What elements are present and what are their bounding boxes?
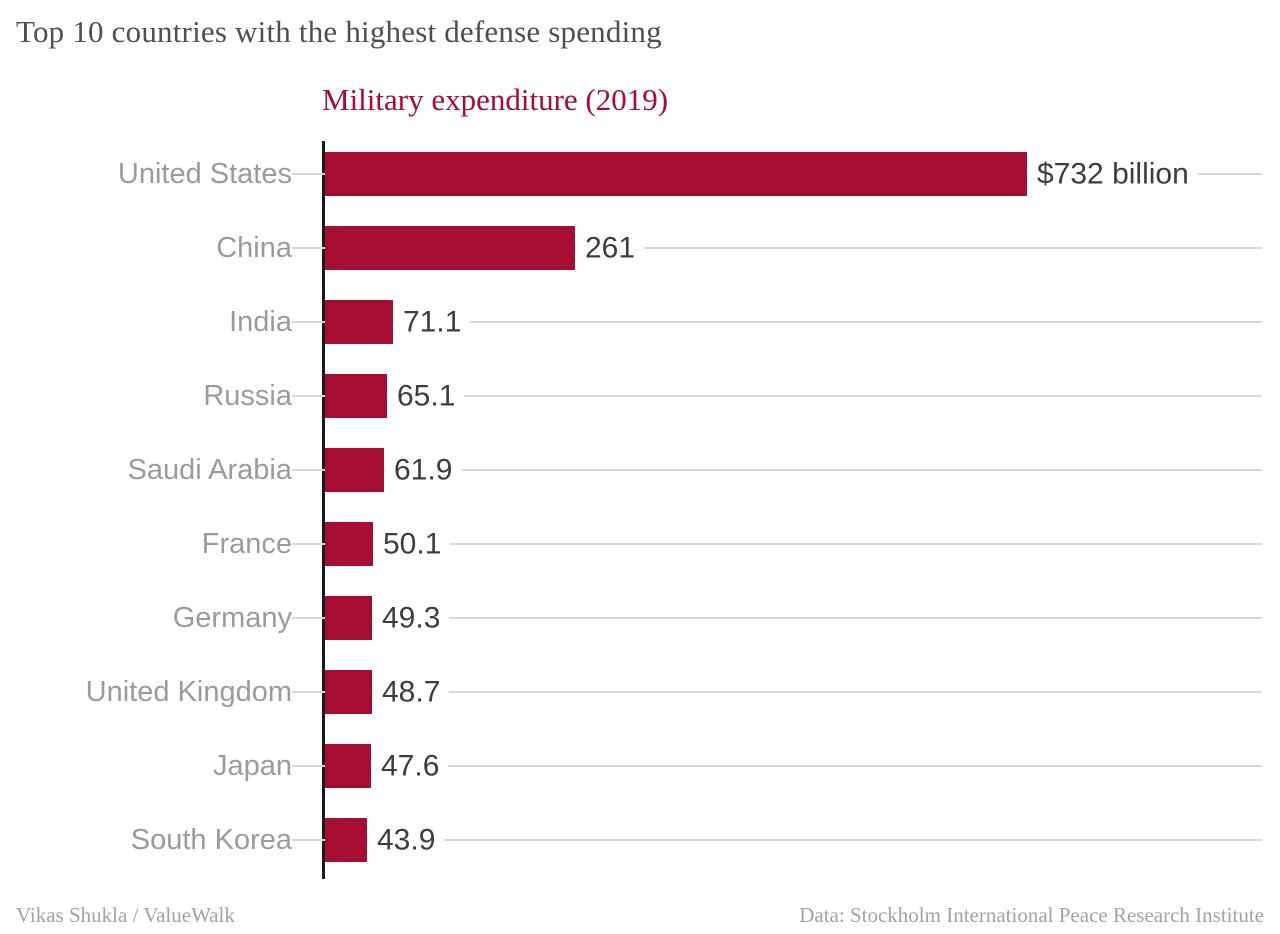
value-label: 65.1 bbox=[388, 377, 465, 415]
bar bbox=[325, 226, 575, 270]
row-gridline bbox=[292, 321, 1262, 323]
bar-row: France 50.1 bbox=[0, 507, 1262, 581]
bar-row: United Kingdom 48.7 bbox=[0, 655, 1262, 729]
bar bbox=[325, 596, 372, 640]
country-label: South Korea bbox=[130, 823, 292, 856]
plot-cell: 50.1 bbox=[292, 507, 1262, 581]
value-label: 47.6 bbox=[372, 747, 449, 785]
bar bbox=[325, 744, 371, 788]
country-label: Russia bbox=[203, 379, 292, 412]
bar-row: Germany 49.3 bbox=[0, 581, 1262, 655]
value-label: 71.1 bbox=[394, 303, 471, 341]
footer-credit: Vikas Shukla / ValueWalk bbox=[16, 903, 235, 927]
footer-source: Data: Stockholm International Peace Rese… bbox=[799, 903, 1264, 927]
plot-cell: 43.9 bbox=[292, 803, 1262, 877]
value-label: 49.3 bbox=[373, 599, 450, 637]
row-gridline bbox=[292, 691, 1262, 693]
bar bbox=[325, 300, 393, 344]
row-gridline bbox=[292, 395, 1262, 397]
value-label: 43.9 bbox=[368, 821, 445, 859]
country-label: India bbox=[229, 305, 292, 338]
plot-cell: 65.1 bbox=[292, 359, 1262, 433]
value-label: 48.7 bbox=[373, 673, 450, 711]
bar bbox=[325, 522, 373, 566]
row-gridline bbox=[292, 247, 1262, 249]
plot-cell: 48.7 bbox=[292, 655, 1262, 729]
bar bbox=[325, 670, 372, 714]
row-gridline bbox=[292, 765, 1262, 767]
bar bbox=[325, 152, 1027, 196]
plot-cell: 261 bbox=[292, 211, 1262, 285]
bar-chart: United States $732 billion China 261 India 71… bbox=[0, 137, 1262, 879]
bar-row: South Korea 43.9 bbox=[0, 803, 1262, 877]
country-label: Japan bbox=[212, 749, 292, 782]
plot-cell: 49.3 bbox=[292, 581, 1262, 655]
bar bbox=[325, 374, 387, 418]
chart-footer: Vikas Shukla / ValueWalk Data: Stockholm… bbox=[0, 903, 1280, 928]
bar-row: Japan 47.6 bbox=[0, 729, 1262, 803]
bar-row: United States $732 billion bbox=[0, 137, 1262, 211]
plot-cell: $732 billion bbox=[292, 137, 1262, 211]
bar-row: India 71.1 bbox=[0, 285, 1262, 359]
row-gridline bbox=[292, 469, 1262, 471]
plot-cell: 71.1 bbox=[292, 285, 1262, 359]
bar-row: China 261 bbox=[0, 211, 1262, 285]
y-axis-line bbox=[322, 141, 325, 879]
country-label: France bbox=[201, 527, 292, 560]
value-label: 261 bbox=[576, 229, 645, 267]
value-label: 50.1 bbox=[374, 525, 451, 563]
plot-cell: 61.9 bbox=[292, 433, 1262, 507]
bar-row: Russia 65.1 bbox=[0, 359, 1262, 433]
country-label: Saudi Arabia bbox=[127, 453, 292, 486]
bar-rows: United States $732 billion China 261 India 71… bbox=[0, 137, 1262, 877]
country-label: Germany bbox=[172, 601, 292, 634]
bar bbox=[325, 448, 384, 492]
value-label: $732 billion bbox=[1028, 155, 1198, 193]
country-label: United Kingdom bbox=[85, 675, 292, 708]
plot-cell: 47.6 bbox=[292, 729, 1262, 803]
chart-title: Top 10 countries with the highest defens… bbox=[16, 14, 662, 49]
value-label: 61.9 bbox=[385, 451, 462, 489]
chart-subtitle: Military expenditure (2019) bbox=[322, 82, 669, 117]
country-label: United States bbox=[117, 157, 292, 190]
row-gridline bbox=[292, 543, 1262, 545]
country-label: China bbox=[216, 231, 292, 264]
row-gridline bbox=[292, 617, 1262, 619]
row-gridline bbox=[292, 839, 1262, 841]
bar bbox=[325, 818, 367, 862]
bar-row: Saudi Arabia 61.9 bbox=[0, 433, 1262, 507]
